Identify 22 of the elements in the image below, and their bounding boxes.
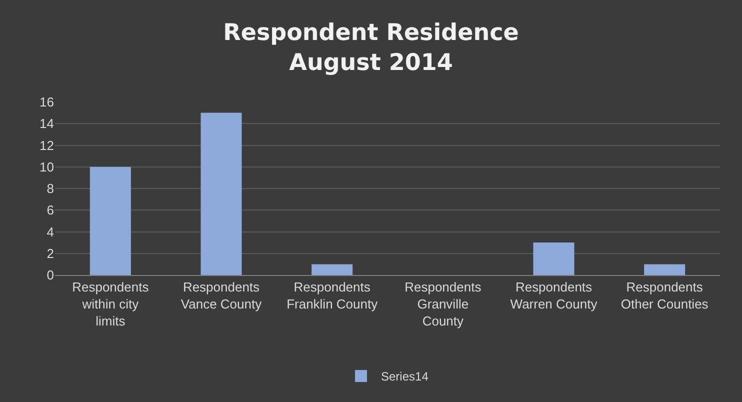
y-tick-label: 10 bbox=[40, 159, 54, 174]
y-tick-label: 8 bbox=[46, 181, 54, 196]
y-tick-label: 14 bbox=[40, 116, 54, 132]
x-tick-label: Respondents Vance County bbox=[180, 280, 262, 312]
x-tick-label: Respondents Warren County bbox=[510, 280, 598, 312]
bar bbox=[200, 112, 242, 275]
y-tick-label: 12 bbox=[40, 138, 54, 153]
bar bbox=[533, 242, 574, 275]
x-tick-label: Respondents Franklin County bbox=[286, 280, 378, 312]
y-tick-label: 6 bbox=[46, 202, 54, 218]
x-tick-label: Respondents within city limits bbox=[72, 280, 150, 328]
legend-label: Series14 bbox=[381, 370, 429, 384]
y-tick-label: 16 bbox=[40, 94, 54, 110]
bar bbox=[644, 264, 686, 275]
y-tick-label: 4 bbox=[46, 224, 54, 240]
x-tick-label: Respondents Other Counties bbox=[620, 280, 709, 312]
bar bbox=[312, 264, 353, 275]
bar bbox=[90, 166, 131, 275]
x-tick-label: Respondents Granville County bbox=[404, 280, 482, 328]
y-tick-label: 0 bbox=[46, 268, 54, 283]
y-tick-label: 2 bbox=[46, 246, 54, 261]
chart-title: Respondent Residence August 2014 bbox=[223, 20, 519, 76]
